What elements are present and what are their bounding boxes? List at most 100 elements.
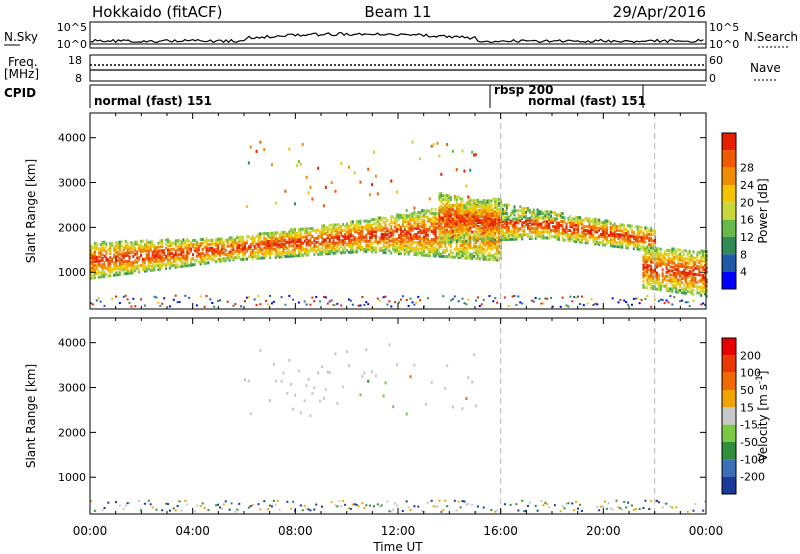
velocity-echo xyxy=(330,501,333,504)
power-echo xyxy=(401,219,404,223)
velocity-echo xyxy=(471,380,474,384)
power-echo xyxy=(149,248,152,252)
power-echo xyxy=(702,273,705,277)
colorbar-tick-label: -100 xyxy=(740,453,765,466)
power-echo xyxy=(203,259,206,263)
power-echo xyxy=(359,235,362,239)
power-echo xyxy=(640,235,643,239)
power-echo xyxy=(101,252,104,256)
power-echo xyxy=(490,248,493,252)
power-echo xyxy=(103,264,106,268)
power-echo xyxy=(228,244,231,248)
power-echo xyxy=(449,207,452,211)
power-echo xyxy=(494,220,497,224)
power-echo xyxy=(498,258,501,262)
power-echo xyxy=(378,246,381,250)
power-echo xyxy=(490,236,493,240)
power-echo xyxy=(557,231,560,235)
power-echo xyxy=(419,237,422,241)
power-echo xyxy=(613,236,616,240)
power-echo xyxy=(415,247,418,251)
power-echo xyxy=(338,223,341,227)
power-echo xyxy=(184,256,187,260)
power-echo xyxy=(309,227,312,231)
power-echo xyxy=(478,212,481,216)
power-echo xyxy=(605,221,608,225)
power-echo xyxy=(592,219,595,223)
power-echo xyxy=(90,268,92,272)
power-echo xyxy=(559,232,562,236)
power-echo xyxy=(371,224,374,228)
power-echo xyxy=(603,229,606,233)
power-echo xyxy=(419,221,422,225)
power-echo xyxy=(684,301,687,304)
power-echo xyxy=(509,233,512,237)
power-echo xyxy=(453,223,456,227)
power-echo xyxy=(421,241,424,245)
power-echo xyxy=(355,220,358,224)
power-echo xyxy=(328,237,331,241)
power-echo xyxy=(569,229,572,233)
power-echo xyxy=(675,249,678,253)
power-echo xyxy=(411,240,414,244)
power-echo xyxy=(446,249,449,253)
power-echo xyxy=(130,249,133,253)
power-echo xyxy=(167,260,169,264)
power-echo xyxy=(423,253,426,257)
power-echo xyxy=(501,219,504,223)
power-echo xyxy=(627,238,630,242)
power-echo xyxy=(342,249,345,253)
power-echo xyxy=(321,234,323,238)
power-echo xyxy=(113,253,116,257)
power-echo xyxy=(371,228,374,232)
power-echo xyxy=(659,257,662,261)
power-echo xyxy=(644,259,647,263)
velocity-echo xyxy=(168,509,171,512)
power-echo xyxy=(665,258,668,262)
power-echo xyxy=(244,245,246,249)
power-echo xyxy=(115,265,118,269)
power-echo xyxy=(484,204,487,208)
power-echo xyxy=(534,296,537,299)
power-echo xyxy=(686,301,689,304)
power-echo xyxy=(99,275,102,279)
power-echo xyxy=(451,231,454,235)
power-echo xyxy=(475,236,477,240)
power-echo xyxy=(113,255,116,259)
power-echo xyxy=(140,264,143,268)
power-echo xyxy=(195,240,198,244)
power-echo xyxy=(565,222,568,226)
velocity-echo xyxy=(704,500,707,503)
power-echo xyxy=(704,286,707,290)
power-echo xyxy=(232,304,235,307)
power-echo xyxy=(118,264,121,268)
power-echo xyxy=(253,250,256,254)
power-echo xyxy=(469,222,472,226)
power-echo xyxy=(438,194,441,198)
power-echo xyxy=(253,244,256,248)
power-echo xyxy=(644,240,647,244)
power-echo xyxy=(380,228,383,232)
power-echo xyxy=(378,236,381,240)
power-echo xyxy=(602,233,605,237)
power-echo xyxy=(496,214,499,218)
power-echo xyxy=(242,251,245,255)
power-echo xyxy=(220,249,223,253)
power-echo xyxy=(209,257,212,261)
power-echo xyxy=(396,247,399,251)
power-echo xyxy=(503,234,506,238)
velocity-echo xyxy=(475,510,477,513)
power-echo xyxy=(159,249,162,253)
power-echo xyxy=(642,259,645,263)
power-echo xyxy=(476,200,479,204)
power-echo xyxy=(455,209,458,213)
power-echo xyxy=(251,236,254,240)
power-echo xyxy=(609,232,612,236)
power-echo xyxy=(380,234,383,238)
power-echo xyxy=(438,224,441,228)
power-echo xyxy=(311,229,314,233)
power-echo xyxy=(438,212,441,216)
power-echo xyxy=(213,305,216,308)
velocity-echo xyxy=(694,503,697,506)
power-echo xyxy=(195,246,198,250)
